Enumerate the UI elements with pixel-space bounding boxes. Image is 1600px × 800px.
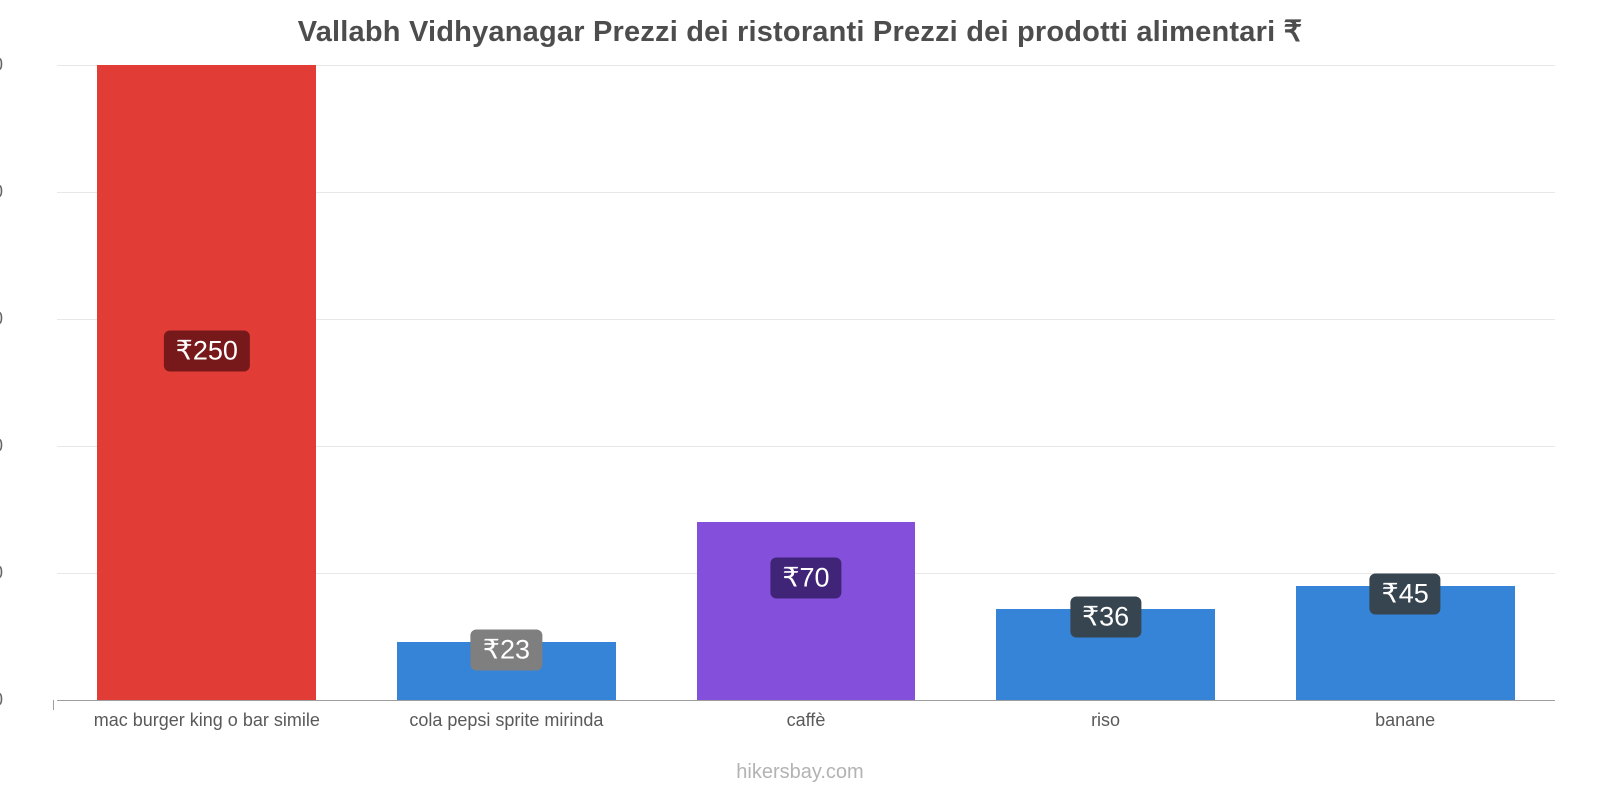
x-tick-label-1: cola pepsi sprite mirinda	[409, 710, 604, 730]
bar-cell: ₹70	[656, 65, 956, 700]
bar-cell: ₹36	[956, 65, 1256, 700]
bar-0: ₹250	[97, 65, 317, 700]
value-badge-2: ₹70	[770, 557, 842, 599]
bar-cell: ₹45	[1255, 65, 1555, 700]
y-tick-label-0: 0	[0, 690, 3, 711]
gridline-100	[57, 446, 1555, 447]
x-axis-tick	[53, 700, 54, 710]
source-attribution: hikersbay.com	[736, 761, 864, 783]
gridline-200	[57, 192, 1555, 193]
gridline-250	[57, 65, 1555, 66]
bar-series: ₹250 ₹23 ₹70 ₹36 ₹45	[57, 65, 1555, 700]
x-tick-label-4: banane	[1375, 710, 1436, 730]
value-badge-0: ₹250	[163, 330, 250, 372]
gridline-150	[57, 319, 1555, 320]
value-badge-1: ₹23	[470, 629, 542, 671]
x-axis-labels: mac burger king o bar simile cola pepsi s…	[57, 710, 1555, 731]
plot-area: 0 50 100 150 200 250 ₹250 ₹23 ₹70 ₹36 ₹45	[0, 55, 1555, 710]
bar-1: ₹23	[397, 629, 616, 700]
x-tick-label-0: mac burger king o bar simile	[93, 710, 320, 730]
y-tick-label-250: 250	[0, 55, 3, 76]
bar-cell: ₹250	[57, 65, 357, 700]
chart-title: Vallabh Vidhyanagar Prezzi dei ristorant…	[297, 16, 1303, 48]
bar-2: ₹70	[696, 522, 916, 700]
y-tick-label-100: 100	[0, 436, 3, 457]
bar-cell: ₹23	[357, 65, 657, 700]
y-tick-label-200: 200	[0, 182, 3, 203]
y-tick-label-150: 150	[0, 309, 3, 330]
value-badge-3: ₹36	[1069, 596, 1142, 638]
x-tick-label-2: caffè	[786, 710, 826, 730]
x-tick-label-3: riso	[1091, 710, 1121, 730]
bar-4: ₹45	[1295, 573, 1515, 700]
x-axis-line	[57, 700, 1555, 701]
value-badge-4: ₹45	[1369, 573, 1441, 615]
y-tick-label-50: 50	[0, 563, 3, 584]
bar-3: ₹36	[996, 596, 1215, 700]
